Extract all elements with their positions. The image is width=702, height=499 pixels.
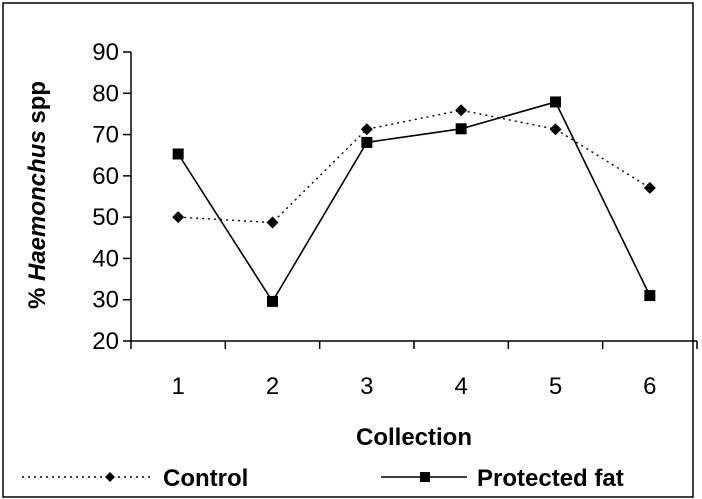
y-tick-label-60: 60 <box>92 163 119 190</box>
x-axis <box>130 340 698 349</box>
data-point-control-1 <box>172 211 185 224</box>
series-line-control <box>178 109 651 224</box>
data-point-protected-fat-5 <box>550 96 561 108</box>
x-tick-labels: 1 2 3 4 5 6 <box>171 373 656 400</box>
x-tick-label-1: 1 <box>171 373 184 400</box>
x-tick-label-6: 6 <box>643 373 656 400</box>
series-line-protected-fat <box>177 101 651 303</box>
x-tick-label-3: 3 <box>360 373 373 400</box>
data-point-control-3 <box>360 123 373 136</box>
x-axis-title: Collection <box>356 424 472 451</box>
y-tick-label-80: 80 <box>92 80 119 107</box>
y-tick-label-50: 50 <box>92 204 119 231</box>
legend-label-protected-fat: Protected fat <box>477 465 624 492</box>
x-tick-label-2: 2 <box>266 373 279 400</box>
data-point-control-5 <box>549 123 562 136</box>
chart-frame <box>2 2 694 498</box>
y-tick-label-70: 70 <box>92 122 119 149</box>
legend-item-control: Control <box>22 465 248 492</box>
y-tick-label-90: 90 <box>92 39 119 66</box>
data-point-protected-fat-2 <box>267 295 278 307</box>
data-point-protected-fat-6 <box>644 290 656 302</box>
x-tick-label-4: 4 <box>454 373 467 400</box>
x-tick-label-5: 5 <box>549 373 562 400</box>
legend-marker-protected-fat <box>420 472 430 482</box>
y-axis-title: % Haemonchus spp <box>24 81 51 309</box>
data-point-control-4 <box>455 104 468 117</box>
data-point-control-6 <box>643 181 656 194</box>
y-tick-label-20: 20 <box>92 328 119 355</box>
data-point-protected-fat-3 <box>361 136 373 148</box>
y-tick-label-30: 30 <box>92 287 119 314</box>
data-point-protected-fat-1 <box>172 148 184 160</box>
legend-marker-control <box>105 472 115 482</box>
legend: Control Protected fat <box>22 465 624 492</box>
data-point-protected-fat-4 <box>455 123 467 135</box>
data-point-control-2 <box>266 216 279 229</box>
legend-label-control: Control <box>163 465 248 492</box>
series-group <box>172 96 656 307</box>
y-tick-label-40: 40 <box>92 245 119 272</box>
y-axis <box>123 51 132 342</box>
legend-item-protected-fat: Protected fat <box>381 465 624 492</box>
y-tick-labels: 20 30 40 50 60 70 80 90 <box>92 39 119 355</box>
